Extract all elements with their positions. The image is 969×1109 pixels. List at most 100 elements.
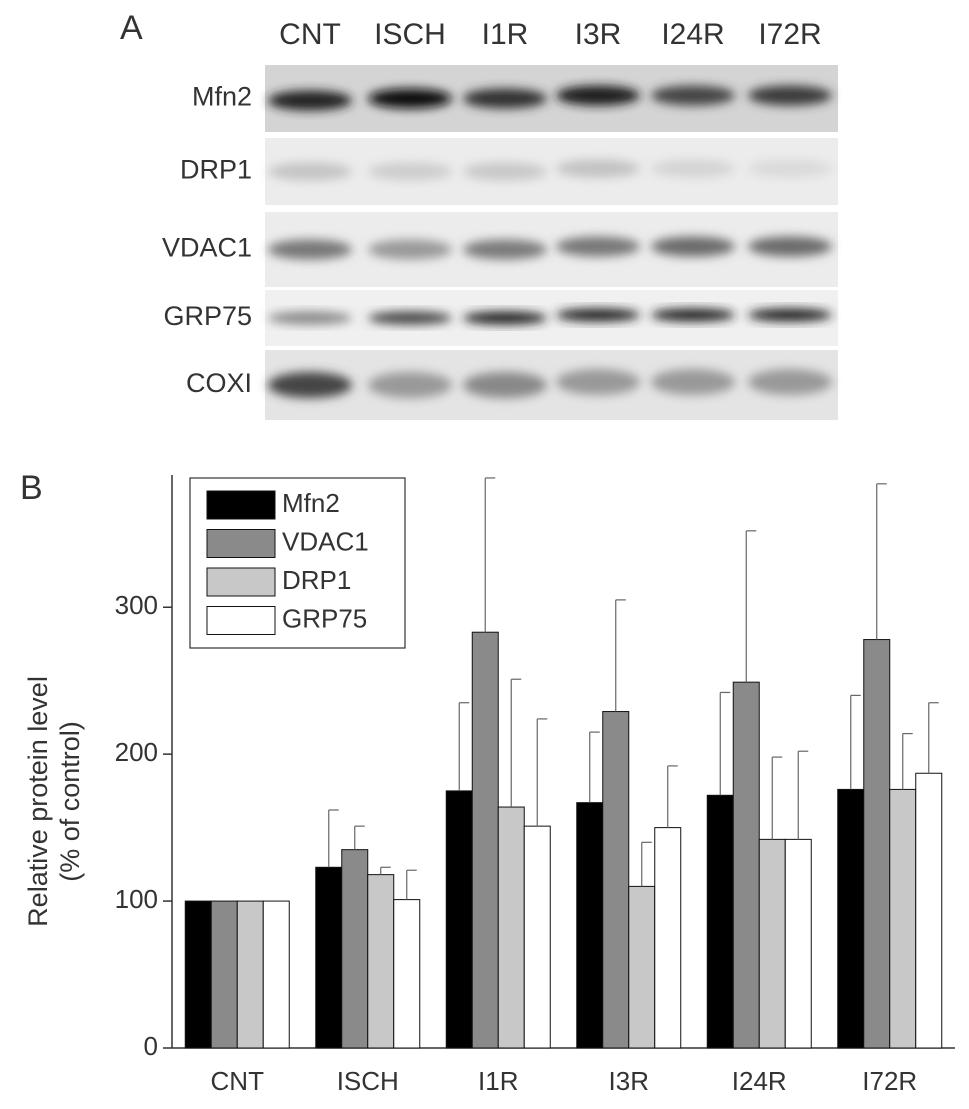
- band: [463, 311, 547, 325]
- lane-label: I24R: [661, 18, 724, 51]
- bar: [210, 900, 238, 1049]
- bar: [393, 899, 421, 1049]
- error-bar: [771, 756, 783, 840]
- band: [651, 236, 735, 257]
- band: [368, 162, 452, 181]
- error-bar: [850, 694, 861, 790]
- bar: [628, 885, 656, 1049]
- legend-swatch: [206, 606, 276, 635]
- lane-label: CNT: [279, 18, 341, 51]
- band: [368, 88, 452, 109]
- error-bar: [406, 869, 417, 900]
- band: [651, 159, 735, 178]
- error-bar: [354, 825, 365, 850]
- lane-label: I72R: [758, 18, 821, 51]
- band: [463, 162, 547, 181]
- bar: [889, 788, 917, 1049]
- band: [368, 311, 452, 325]
- error-bar: [902, 732, 913, 790]
- band: [556, 308, 640, 322]
- panel-label: A: [120, 9, 143, 47]
- band: [748, 85, 832, 106]
- band: [268, 311, 352, 325]
- row-label: COXI: [186, 368, 252, 398]
- x-tick-label: ISCH: [337, 1066, 399, 1096]
- blot-strip: [265, 212, 838, 287]
- error-bar: [510, 678, 522, 808]
- error-bar: [328, 809, 339, 868]
- bar: [471, 631, 499, 1049]
- band: [463, 239, 547, 260]
- band: [463, 372, 547, 398]
- legend-swatch: [206, 529, 276, 558]
- error-bar: [458, 702, 470, 791]
- band: [268, 162, 352, 181]
- legend-label: DRP1: [282, 565, 351, 595]
- lane-label: I3R: [575, 18, 622, 51]
- band: [651, 369, 735, 395]
- band: [556, 159, 640, 178]
- band: [368, 372, 452, 398]
- blot-strip: [265, 290, 838, 346]
- row-label: DRP1: [180, 155, 252, 185]
- x-tick-label: I72R: [862, 1066, 917, 1096]
- bar: [602, 711, 630, 1049]
- band: [748, 308, 832, 322]
- legend-swatch: [206, 567, 276, 597]
- error-bar: [589, 731, 600, 803]
- band: [268, 90, 352, 111]
- row-label: GRP75: [163, 301, 252, 331]
- band: [268, 239, 352, 260]
- bar: [863, 639, 891, 1049]
- blot-strip: [265, 65, 838, 132]
- error-bar: [641, 841, 652, 887]
- bar: [315, 866, 343, 1049]
- band: [748, 236, 832, 257]
- legend: Mfn2 VDAC1 DRP1 GRP75: [189, 477, 406, 649]
- x-tick-label: CNT: [211, 1066, 265, 1096]
- x-tick-label: I24R: [732, 1066, 787, 1096]
- bar: [915, 772, 943, 1049]
- band: [651, 308, 735, 322]
- lane-label: ISCH: [374, 18, 446, 51]
- bar: [184, 900, 212, 1049]
- bar: [236, 900, 264, 1049]
- error-bar: [536, 718, 548, 827]
- band: [556, 85, 640, 106]
- legend-label: VDAC1: [282, 526, 369, 556]
- error-bar: [745, 530, 757, 683]
- bar: [576, 802, 604, 1049]
- y-tick-label: 0: [144, 1031, 158, 1061]
- error-bar: [719, 691, 731, 796]
- error-bar: [380, 866, 391, 875]
- bar: [497, 806, 525, 1049]
- bar: [341, 849, 369, 1049]
- legend-swatch: [206, 490, 276, 520]
- error-bar: [797, 750, 809, 840]
- band: [748, 159, 832, 178]
- bar: [367, 874, 395, 1049]
- bar: [784, 838, 812, 1049]
- blot-strip: [265, 350, 838, 420]
- western-blot: CNT ISCH I1R I3R I24R I72R Mfn2 DRP1 VDAC1 GRP75 C…: [162, 18, 838, 420]
- bar: [732, 681, 760, 1049]
- x-tick-label: I3R: [609, 1066, 649, 1096]
- y-axis-title: Relative protein level (% of control): [23, 676, 85, 927]
- bar: [837, 788, 865, 1049]
- bar: [523, 825, 551, 1049]
- band: [463, 88, 547, 109]
- band: [748, 369, 832, 395]
- y-axis-title-line: (% of control): [55, 721, 85, 882]
- legend-label: GRP75: [282, 603, 367, 633]
- legend-label: Mfn2: [282, 488, 340, 518]
- y-axis-title-line: Relative protein level: [23, 676, 53, 927]
- band: [651, 85, 735, 106]
- row-label: VDAC1: [162, 233, 252, 263]
- bar: [262, 900, 290, 1049]
- band: [556, 369, 640, 395]
- error-bar: [876, 483, 887, 640]
- band: [268, 372, 352, 398]
- blot-strip: [265, 138, 838, 205]
- bar: [706, 794, 734, 1049]
